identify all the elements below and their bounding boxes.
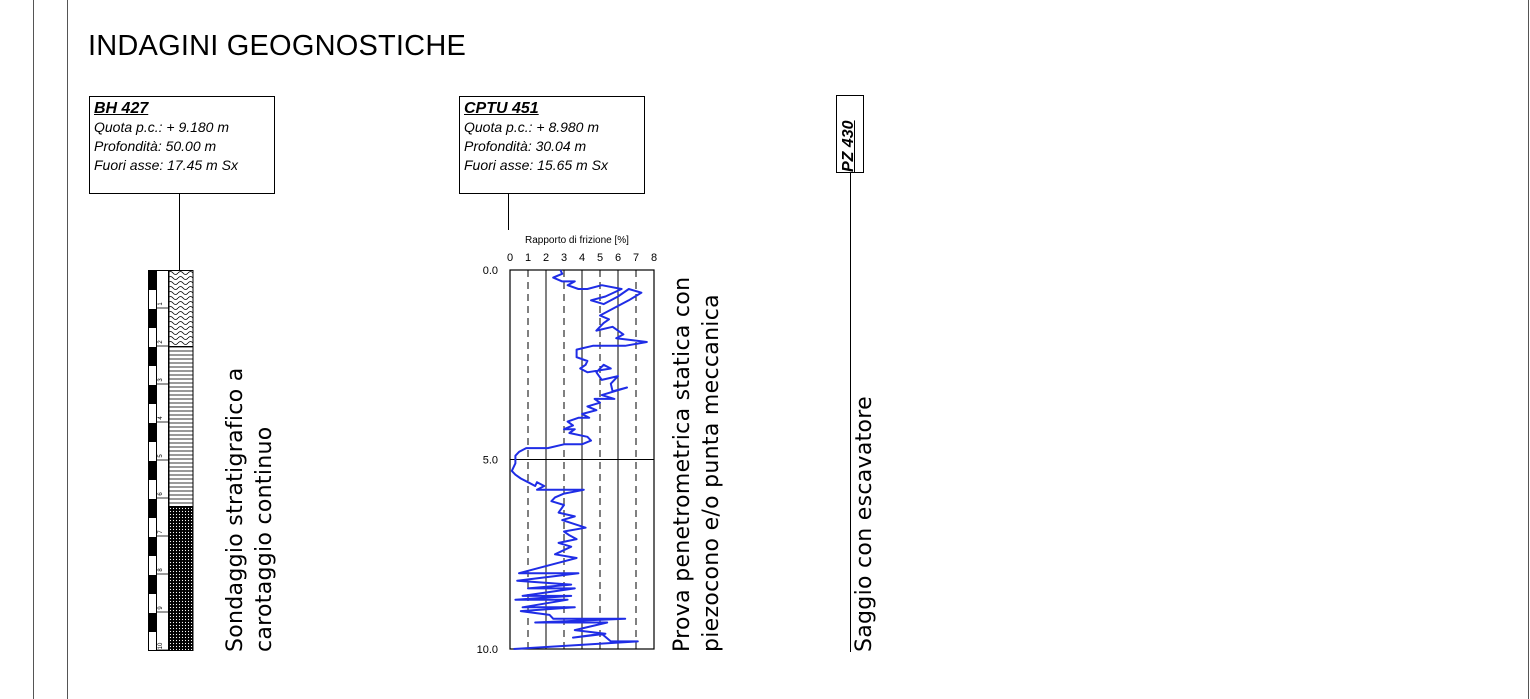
- bh-depth-label: 5: [158, 454, 164, 458]
- cptu-info-box: CPTU 451 Quota p.c.: + 8.980 m Profondit…: [459, 96, 645, 194]
- bh-quota: Quota p.c.: + 9.180 m: [94, 119, 230, 135]
- cptu-y-tick-label: 0.0: [483, 265, 498, 277]
- bh-depth-scale-block: [149, 347, 156, 366]
- bh-depth-scale-block: [149, 499, 156, 518]
- bh-depth-scale-block: [149, 461, 156, 480]
- bh-depth-label: 1: [158, 302, 164, 306]
- bh-depth-scale-block: [149, 385, 156, 404]
- pz-label-box: PZ 430: [836, 95, 864, 173]
- pz-name: PZ 430: [840, 120, 857, 172]
- cptu-y-tick-label: 10.0: [477, 644, 498, 656]
- cptu-x-tick-label: 2: [543, 252, 549, 264]
- bh-profondita: Profondità: 50.00 m: [94, 138, 217, 154]
- cptu-x-axis-label: Rapporto di frizione [%]: [525, 235, 629, 246]
- page-title: INDAGINI GEOGNOSTICHE: [88, 30, 467, 62]
- cptu-fuori-asse: Fuori asse: 15.65 m Sx: [464, 157, 608, 173]
- frame-line-inner: [67, 0, 68, 699]
- cptu-description-line2: piezocono e/o punta meccanica: [699, 294, 724, 652]
- cptu-x-tick-label: 5: [597, 252, 603, 264]
- cptu-quota: Quota p.c.: + 8.980 m: [464, 119, 600, 135]
- bh-depth-label: 3: [158, 378, 164, 382]
- bh-depth-scale-block: [149, 309, 156, 328]
- cptu-x-tick-label: 0: [507, 252, 513, 264]
- bh-description: Sondaggio stratigrafico a carotaggio con…: [221, 367, 279, 652]
- bh-depth-label: 7: [158, 530, 164, 534]
- bh-stratigraphic-column: 1 2 3 4 5 6 7 8 9 10: [148, 270, 194, 651]
- cptu-name: CPTU 451: [464, 100, 539, 117]
- bh-depth-label: 4: [158, 416, 164, 420]
- bh-depth-label: 8: [158, 568, 164, 572]
- cptu-friction-chart: Rapporto di frizione [%] 0 1 2 3 4 5 6 7 8 0.0 5.0 1…: [477, 235, 657, 656]
- cptu-y-tick-label: 5.0: [483, 455, 498, 467]
- bh-depth-scale-block: [149, 271, 156, 290]
- cptu-x-tick-label: 4: [579, 252, 585, 264]
- bh-fuori-asse: Fuori asse: 17.45 m Sx: [94, 157, 238, 173]
- bh-leader-line: [179, 194, 180, 271]
- pz-description: Saggio con escavatore: [850, 396, 879, 652]
- bh-description-line1: Sondaggio stratigrafico a: [223, 367, 248, 652]
- cptu-leader-line: [508, 194, 509, 230]
- bh-name: BH 427: [94, 100, 149, 117]
- bh-depth-scale-block: [149, 423, 156, 442]
- cptu-x-tick-label: 3: [561, 252, 567, 264]
- bh-depth-label: 9: [158, 606, 164, 610]
- cptu-x-tick-label: 1: [525, 252, 531, 264]
- bh-depth-label: 2: [158, 340, 164, 344]
- frame-line-left: [33, 0, 34, 699]
- bh-depth-scale-block: [149, 537, 156, 556]
- cptu-profondita: Profondità: 30.04 m: [464, 138, 587, 154]
- frame-line-right: [1528, 0, 1529, 699]
- cptu-plot-frame: [509, 269, 655, 650]
- pz-leader-line: [850, 172, 851, 652]
- cptu-friction-curve: [510, 269, 648, 650]
- bh-info-box: BH 427 Quota p.c.: + 9.180 m Profondità:…: [89, 96, 275, 194]
- cptu-x-tick-label: 8: [651, 252, 657, 264]
- bh-depth-scale-block: [149, 575, 156, 594]
- bh-depth-label: 10: [158, 642, 164, 649]
- cptu-description: Prova penetrometrica statica con piezoco…: [668, 277, 726, 652]
- bh-depth-label: 6: [158, 492, 164, 496]
- cptu-x-tick-label: 7: [633, 252, 639, 264]
- bh-description-line2: carotaggio continuo: [252, 426, 277, 653]
- bh-depth-scale-block: [149, 613, 156, 632]
- cptu-description-line1: Prova penetrometrica statica con: [670, 276, 695, 652]
- pz-description-text: Saggio con escavatore: [852, 396, 877, 652]
- cptu-x-tick-label: 6: [615, 252, 621, 264]
